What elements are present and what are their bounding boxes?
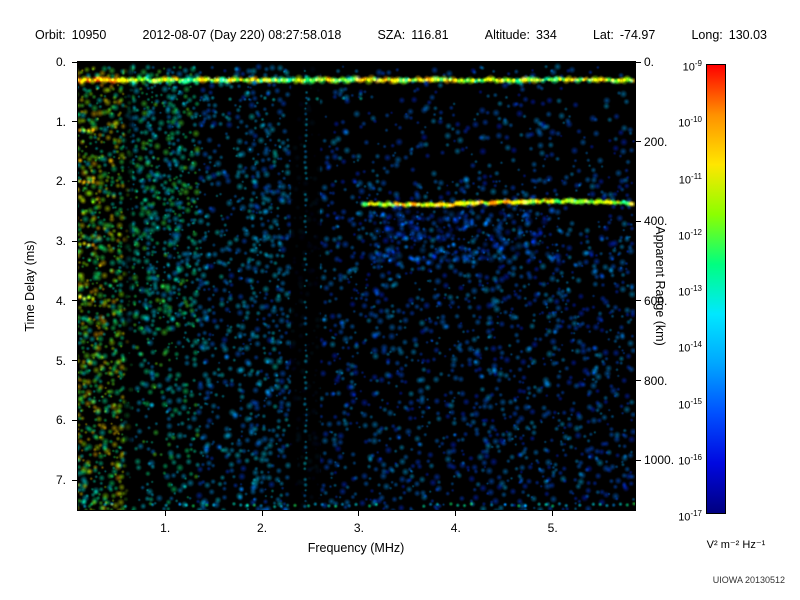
y-left-tick-label: 2.	[55, 174, 66, 189]
y-right-axis-tick	[635, 220, 641, 222]
x-tick-label: 2.	[257, 521, 268, 535]
x-axis-tick	[552, 510, 554, 516]
long-value: 130.03	[728, 28, 767, 42]
altitude-field: Altitude: 334	[485, 28, 557, 42]
long-label: Long:	[691, 28, 723, 42]
long-field: Long: 130.03	[691, 28, 767, 42]
colorbar-tick-label: 10-11	[678, 171, 702, 187]
x-axis-tick	[261, 510, 263, 516]
y-axis-right-title: Apparent Range (km)	[653, 226, 667, 346]
altitude-label: Altitude:	[484, 28, 530, 42]
lat-value: -74.97	[619, 28, 656, 42]
y-right-axis-tick	[635, 459, 641, 461]
altitude-value: 334	[535, 28, 557, 42]
x-axis-tick	[358, 510, 360, 516]
y-left-tick-label: 1.	[55, 114, 66, 129]
x-tick-label: 1.	[160, 521, 171, 535]
colorbar-tick-label: 10-9	[682, 59, 702, 74]
x-axis-title: Frequency (MHz)	[307, 541, 405, 555]
spectrogram-plot	[77, 61, 636, 511]
datetime-field: 2012-08-07 (Day 220) 08:27:58.018	[143, 28, 342, 42]
spectrogram-canvas	[78, 62, 635, 510]
x-tick-label: 3.	[353, 521, 364, 535]
sza-value: 116.81	[411, 28, 449, 42]
lat-label: Lat:	[592, 28, 614, 42]
sza-label: SZA:	[377, 28, 406, 42]
datetime-value: 2012-08-07 (Day 220) 08:27:58.018	[142, 28, 342, 42]
y-right-axis-tick	[635, 380, 641, 382]
orbit-field: Orbit: 10950	[35, 28, 106, 42]
y-right-tick-label: 800.	[644, 373, 668, 388]
y-left-tick-label: 7.	[55, 473, 66, 488]
orbit-value: 10950	[71, 28, 107, 42]
lat-field: Lat: -74.97	[593, 28, 655, 42]
x-axis-tick	[164, 510, 166, 516]
colorbar-tick-label: 10-16	[678, 452, 702, 468]
y-left-tick-label: 0.	[55, 55, 66, 69]
colorbar-unit-label: V² m⁻² Hz⁻¹	[706, 539, 766, 551]
colorbar	[706, 64, 726, 514]
orbit-label: Orbit:	[35, 28, 66, 42]
y-right-axis-tick	[635, 61, 641, 63]
y-right-tick-label: 200.	[644, 134, 668, 149]
y-axis-left-title: Time Delay (ms)	[23, 240, 37, 332]
colorbar-tick-label: 10-17	[678, 509, 702, 524]
colorbar-tick-label: 10-10	[678, 115, 702, 130]
y-right-tick-label: 600.	[644, 293, 668, 308]
y-right-axis-tick	[635, 141, 641, 143]
colorbar-tick-label: 10-15	[678, 396, 702, 412]
y-right-tick-label: 1000.	[644, 453, 675, 468]
x-axis-tick	[455, 510, 457, 516]
credit-text: UIOWA 20130512	[712, 575, 785, 585]
y-right-tick-label: 400.	[644, 214, 668, 229]
x-tick-label: 4.	[450, 521, 461, 535]
y-right-tick-label: 0.	[644, 55, 655, 69]
sza-field: SZA: 116.81	[377, 28, 448, 42]
x-tick-label: 5.	[547, 521, 558, 535]
y-left-tick-label: 6.	[55, 413, 66, 428]
y-right-axis-tick	[635, 300, 641, 302]
header: Orbit: 10950 2012-08-07 (Day 220) 08:27:5…	[35, 28, 767, 42]
y-left-tick-label: 5.	[55, 353, 66, 368]
